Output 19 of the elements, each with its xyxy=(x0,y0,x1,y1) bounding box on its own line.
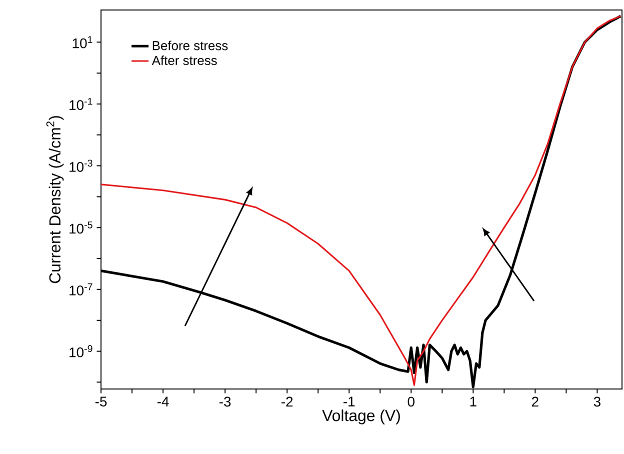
x-tick-label: -5 xyxy=(95,396,107,406)
y-tick-label: 10$^{-5}$ xyxy=(70,222,92,234)
y-tick-label: 10$^{1}$ xyxy=(72,36,92,48)
y-tick-label: 10$^{-9}$ xyxy=(70,345,92,358)
x-tick-label: 0 xyxy=(408,396,414,407)
x-tick-label: -2 xyxy=(282,396,293,406)
x-tick-label: 2 xyxy=(532,396,538,406)
y-axis-title: Current Density (A/cm$^{2}$) xyxy=(46,116,64,284)
y-tick-label: 10$^{-1}$ xyxy=(70,98,92,110)
x-tick-label: -3 xyxy=(219,396,231,407)
x-tick-label: 1 xyxy=(470,396,476,406)
legend-label: Before stress xyxy=(152,40,228,50)
x-tick-label: -1 xyxy=(344,396,355,406)
legend-label: After stress xyxy=(152,56,217,66)
y-tick-label: 10$^{-3}$ xyxy=(70,160,92,172)
x-axis-title: Voltage (V) xyxy=(322,409,400,424)
x-tick-label: -4 xyxy=(157,396,169,406)
y-tick-label: 10$^{-7}$ xyxy=(70,283,92,296)
x-tick-label: 3 xyxy=(594,396,600,407)
